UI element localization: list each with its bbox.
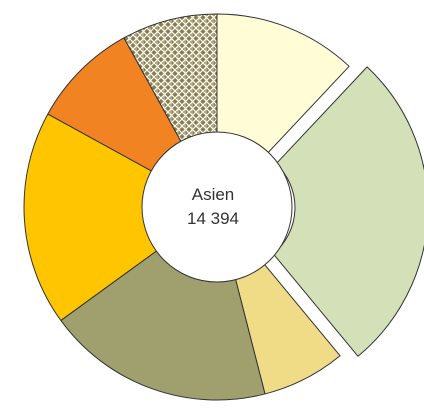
donut-hole (141, 131, 293, 283)
center-label: Asien (192, 185, 235, 204)
center-value: 14 394 (187, 209, 239, 228)
donut-slice-2[interactable] (272, 66, 424, 357)
slices-group (23, 13, 424, 401)
